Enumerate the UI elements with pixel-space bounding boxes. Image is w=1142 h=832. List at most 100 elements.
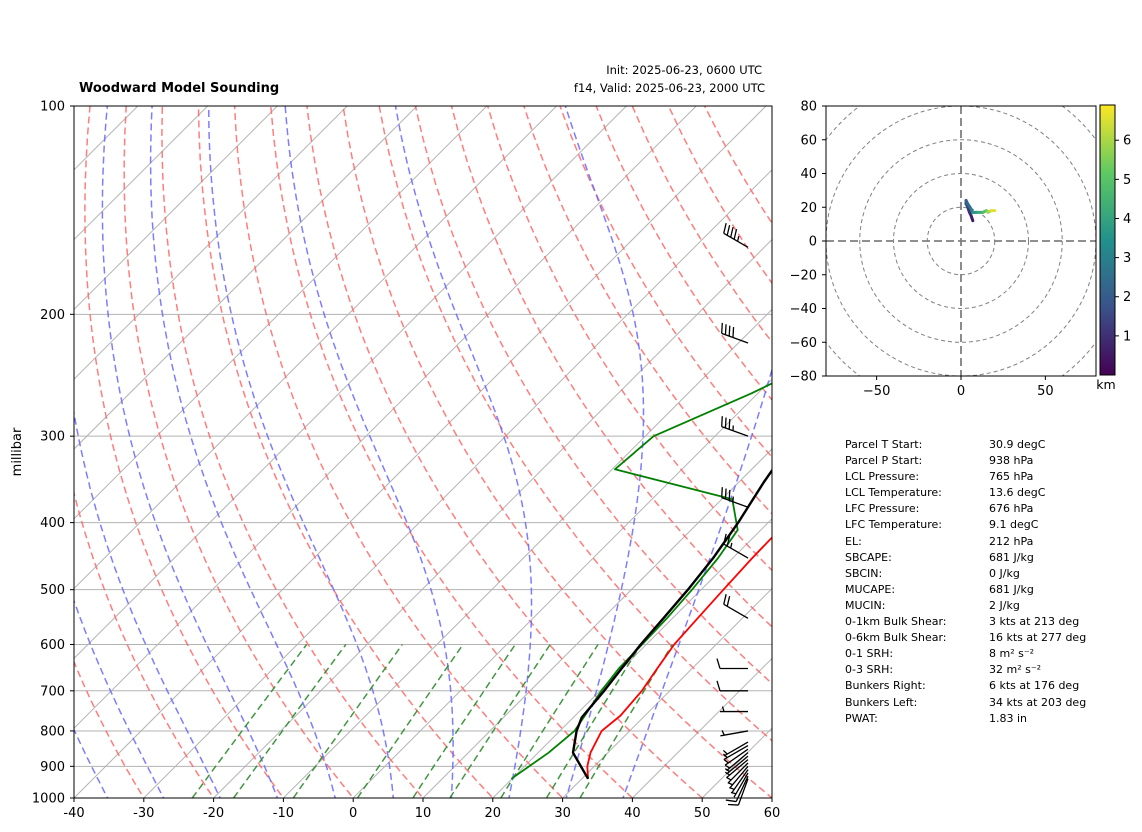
parameter-value: 30.9 degC <box>989 438 1046 451</box>
wind-barb-shaft <box>731 769 749 793</box>
wind-barb-shaft <box>720 730 749 737</box>
parameter-value: 3 kts at 213 deg <box>989 615 1080 629</box>
wind-barb-half-flag <box>724 764 730 769</box>
parameter-value: 13.6 degC <box>989 486 1046 500</box>
y-tick-label: 800 <box>40 724 65 739</box>
y-tick-label: 500 <box>40 583 65 598</box>
parameter-value: 32 m² s⁻² <box>989 663 1042 677</box>
wind-barb-flag <box>728 489 731 501</box>
wind-barb <box>724 755 749 775</box>
wind-barb-shaft <box>729 765 749 789</box>
parameter-value: 676 hPa <box>989 502 1034 516</box>
y-axis-label: millibar <box>10 427 25 476</box>
wind-barb-shaft <box>724 748 749 766</box>
x-tick-label: 10 <box>415 806 432 821</box>
parameter-value: 212 hPa <box>989 534 1034 548</box>
mixing-ratio-line <box>449 644 551 798</box>
wind-barb <box>720 730 749 737</box>
hodograph-x-tick-label: 0 <box>957 384 965 399</box>
wind-barb <box>723 222 749 248</box>
wind-barb <box>725 775 749 803</box>
moist-adiabat-line <box>0 106 59 813</box>
hodograph-x-ticks: −50 0 50 <box>863 376 1054 399</box>
wind-barb <box>716 658 748 670</box>
x-tick-label: -40 <box>63 806 84 821</box>
isotherm-line <box>74 106 488 520</box>
wind-barb <box>723 594 749 619</box>
parameter-value: 6 kts at 176 deg <box>989 679 1080 693</box>
hodograph-ring <box>859 139 1063 343</box>
parameter-label: 0-1km Bulk Shear: <box>845 615 947 629</box>
chart-title: Woodward Model Sounding <box>79 81 279 96</box>
dry-adiabat-line <box>378 106 772 742</box>
dry-adiabat-line <box>233 106 564 798</box>
mixing-ratio-line <box>545 644 642 798</box>
parameter-label: LCL Pressure: <box>845 470 920 484</box>
parameter-row: Bunkers Right: 6 kts at 176 deg <box>845 678 1086 694</box>
parameter-value: 0 J/kg <box>989 566 1020 580</box>
dry-adiabat-line <box>161 106 424 798</box>
mixing-ratio-line <box>292 644 403 798</box>
isotherm-line <box>74 106 418 450</box>
parameter-value: 16 kts at 277 deg <box>989 631 1087 645</box>
parameter-row: Parcel T Start: 30.9 degC <box>845 437 1086 453</box>
wind-barb-half-flag <box>730 542 733 549</box>
moist-adiabats <box>0 106 772 813</box>
wind-barb-flag <box>716 680 721 691</box>
isotherm-line <box>74 106 627 660</box>
wind-barb-shaft <box>721 497 749 508</box>
parameter-label: MUCAPE: <box>845 582 896 596</box>
parameter-label: 0-3 SRH: <box>845 663 894 677</box>
wind-barb-shaft <box>723 603 749 619</box>
colorbar-tick-label: 2 <box>1123 290 1131 305</box>
hodograph-y-ticks: −80 −60 −40 −20 0 20 40 60 80 <box>790 100 826 385</box>
skewt-y-ticks: 100 200 300 400 500 600 700 800 900 1000 <box>32 100 74 807</box>
wind-barbs <box>716 222 749 806</box>
y-tick-label: 200 <box>40 308 65 323</box>
wind-barb <box>720 706 748 713</box>
parameter-row: LCL Pressure: 765 hPa <box>845 469 1086 485</box>
isotherm-line <box>422 448 772 798</box>
wind-barb-flag <box>726 535 731 547</box>
parameter-value: 681 J/kg <box>989 582 1034 596</box>
parameter-label: 0-1 SRH: <box>845 647 894 661</box>
dry-adiabat-line <box>74 660 145 798</box>
parameter-row: EL: 212 hPa <box>845 534 1086 550</box>
y-tick-label: 1000 <box>32 792 65 807</box>
isotherm-line <box>74 106 767 798</box>
moist-adiabat-line <box>74 409 221 798</box>
dry-adiabat-line <box>486 106 772 572</box>
parameter-value: 765 hPa <box>989 470 1034 484</box>
colorbar-label: km <box>1096 377 1115 392</box>
dry-adiabat-line <box>342 106 772 798</box>
mixing-ratio-line <box>191 644 308 798</box>
parameter-row: SBCAPE: 681 J/kg <box>845 550 1086 566</box>
isotherm-line <box>74 106 697 729</box>
parameter-row: SBCIN: 0 J/kg <box>845 566 1086 582</box>
parameter-row: LFC Temperature: 9.1 degC <box>845 517 1086 533</box>
hodograph-y-tick-label: 40 <box>800 167 817 182</box>
colorbar-tick-label: 6 <box>1123 134 1131 149</box>
moist-adiabat-line <box>74 727 109 798</box>
y-tick-label: 400 <box>40 516 65 531</box>
wind-barb-flag <box>728 418 731 430</box>
moist-adiabat-line <box>208 106 395 798</box>
wind-barb-shaft <box>726 759 749 779</box>
parameter-label: Bunkers Left: <box>845 695 918 709</box>
hodograph-y-tick-label: −20 <box>790 268 817 283</box>
wind-barb-shaft <box>723 543 749 559</box>
skewt-plot-area <box>0 106 772 813</box>
parameter-row: MUCAPE: 681 J/kg <box>845 582 1086 598</box>
dry-adiabat-line <box>123 106 355 798</box>
parameter-label: LFC Temperature: <box>845 518 943 532</box>
wind-barb-half-flag <box>721 730 725 736</box>
wind-barb-flag <box>721 416 723 427</box>
wind-barb-shaft <box>726 752 749 772</box>
wind-barb-flag <box>726 596 731 607</box>
hodograph-y-tick-label: 20 <box>800 201 817 216</box>
moist-adiabat-line <box>149 106 336 798</box>
height-colorbar <box>1099 104 1116 376</box>
x-tick-label: 30 <box>554 806 571 821</box>
isotherm-line <box>74 106 348 380</box>
dry-adiabat-line <box>559 106 772 459</box>
